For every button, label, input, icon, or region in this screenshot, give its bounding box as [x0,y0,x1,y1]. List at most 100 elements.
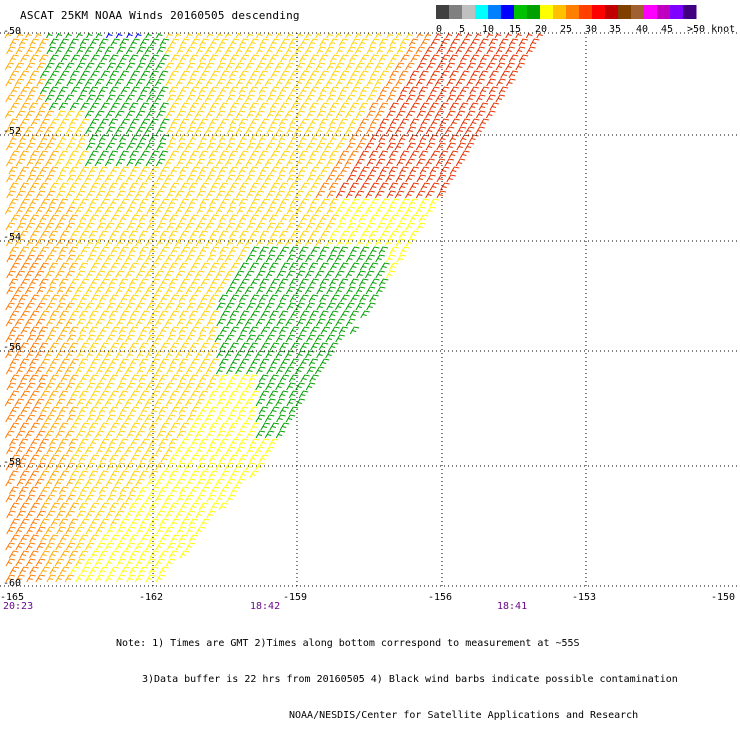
wind-barb [405,62,415,71]
wind-barb [160,166,170,175]
lon-label-156: -156 [428,592,453,603]
wind-barb [389,70,399,79]
wind-barb [136,526,146,535]
wind-barb [129,534,139,543]
wind-barb [260,198,270,207]
wind-barb [218,182,229,191]
wind-barb [210,278,220,287]
wind-barb [175,238,185,247]
wind-barb [79,38,90,47]
wind-barb [136,126,146,135]
wind-barb [49,550,59,559]
wind-barb [456,126,466,135]
wind-barb [55,462,65,471]
wind-barb [129,182,139,191]
wind-barb [185,270,196,279]
wind-barb [70,86,80,95]
wind-barb [430,118,440,127]
wind-barb [229,230,239,239]
wind-barb [160,342,170,351]
wind-barb [199,54,209,63]
wind-barb [294,126,305,135]
wind-barb [426,62,436,71]
wind-barb [58,390,69,399]
wind-barb [55,398,66,407]
wind-barb [55,366,66,375]
wind-barb [159,230,170,239]
wind-barb [130,134,141,143]
wind-barb [94,334,105,343]
wind-barb [375,286,386,295]
wind-barb [9,358,19,367]
wind-barb [146,94,156,103]
wind-barb [444,126,455,135]
wind-barb [36,62,46,71]
wind-barb [355,33,362,39]
wind-barb [244,318,255,327]
wind-barb [175,62,185,71]
wind-barb [109,70,119,79]
wind-barb [285,414,296,423]
wind-barb [76,94,86,103]
wind-barb [139,294,150,303]
wind-barb [48,86,59,95]
wind-barb [399,38,410,47]
wind-barb [159,134,170,143]
wind-barb [164,510,175,519]
wind-barb [288,166,299,175]
wind-barb [116,46,126,55]
wind-barb [154,190,165,199]
wind-barb [314,206,325,215]
wind-barb [420,182,430,191]
wind-barb [36,414,46,423]
wind-barb [125,366,135,375]
wind-barb [406,78,416,87]
wind-barb [105,142,116,151]
wind-barb [315,62,326,71]
wind-barb [134,542,145,551]
wind-barb [170,54,180,63]
wind-barb [135,174,146,183]
wind-barb [239,214,249,223]
wind-barb [255,318,266,327]
wind-barb [360,182,370,191]
wind-barb [339,54,349,63]
wind-barb [40,422,50,431]
wind-barb [95,526,105,535]
wind-barb [125,62,136,71]
wind-barb [70,390,80,399]
wind-barb [29,326,40,335]
wind-barb [380,198,390,207]
wind-barb [30,422,40,431]
wind-barb [115,270,125,279]
wind-barb [198,502,209,511]
wind-barb [289,358,299,367]
wind-barb [205,462,216,471]
wind-barb [216,33,223,39]
wind-barb [58,150,69,159]
wind-barb [68,438,79,447]
wind-barb [175,206,185,215]
wind-barb [179,150,190,159]
wind-barb [236,238,246,247]
wind-barb [154,478,165,487]
wind-barb [150,182,160,191]
wind-barb [160,422,170,431]
wind-barb [286,222,296,231]
wind-barb [479,86,490,95]
wind-barb [149,438,159,447]
wind-barb [398,134,409,143]
wind-barb [309,150,319,159]
wind-barb [114,446,125,455]
wind-barb [336,222,346,231]
wind-barb [28,102,39,111]
wind-barb [55,142,65,151]
wind-barb [175,350,185,359]
wind-barb [296,142,306,151]
wind-barb [184,254,195,263]
wind-barb [145,462,156,471]
wind-barb [255,174,266,183]
wind-barb [394,126,405,135]
wind-barb [75,158,85,167]
wind-barb [29,550,39,559]
